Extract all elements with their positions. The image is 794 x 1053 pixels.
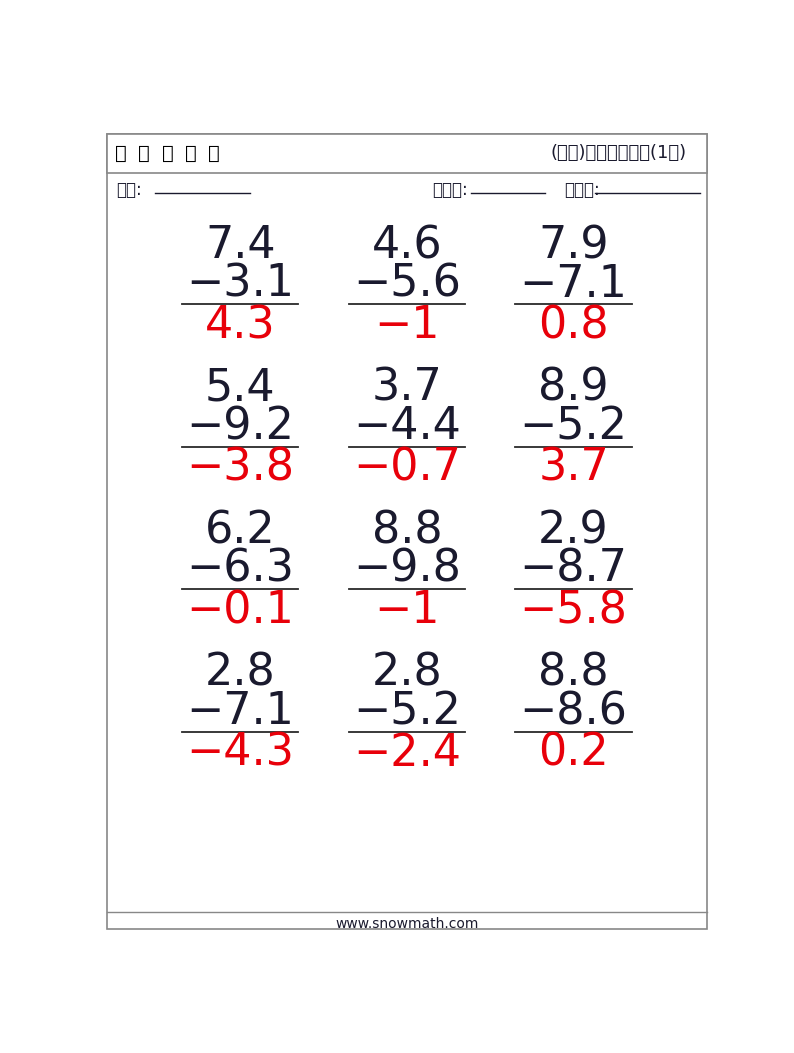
Text: −6.3: −6.3	[187, 548, 295, 591]
Text: 🐔: 🐔	[115, 144, 127, 163]
Text: 7.4: 7.4	[205, 224, 276, 267]
Text: −4.3: −4.3	[187, 732, 295, 775]
Text: 🚜: 🚜	[161, 144, 173, 163]
Text: −2.4: −2.4	[353, 732, 461, 775]
Text: 0.2: 0.2	[538, 732, 609, 775]
Text: −0.1: −0.1	[187, 590, 295, 632]
Text: −3.1: −3.1	[187, 262, 295, 305]
Text: 4.6: 4.6	[372, 224, 442, 267]
Text: www.snowmath.com: www.snowmath.com	[335, 917, 479, 931]
Text: −1: −1	[374, 590, 440, 632]
Text: 🍎: 🍎	[185, 144, 197, 163]
Text: 日にち:: 日にち:	[433, 181, 468, 199]
Text: −8.7: −8.7	[519, 548, 627, 591]
Text: 2.8: 2.8	[205, 652, 276, 695]
Text: 6.2: 6.2	[205, 509, 276, 552]
Text: 3.7: 3.7	[372, 366, 442, 410]
Text: −8.6: −8.6	[519, 690, 627, 733]
Text: 8.8: 8.8	[538, 652, 609, 695]
Text: 0.8: 0.8	[538, 304, 609, 347]
Text: 🔧: 🔧	[138, 144, 150, 163]
Text: −5.8: −5.8	[519, 590, 627, 632]
Text: 5.4: 5.4	[205, 366, 276, 410]
Text: −5.2: −5.2	[353, 690, 461, 733]
Text: (筆算)小数の引き算(1桁): (筆算)小数の引き算(1桁)	[550, 144, 687, 162]
Text: 2.8: 2.8	[372, 652, 442, 695]
Bar	[107, 134, 707, 173]
Text: −9.8: −9.8	[353, 548, 461, 591]
Text: −7.1: −7.1	[519, 262, 627, 305]
Text: 8.8: 8.8	[372, 509, 442, 552]
Text: 2.9: 2.9	[538, 509, 609, 552]
Text: −5.2: −5.2	[519, 405, 627, 449]
Text: −5.6: −5.6	[353, 262, 461, 305]
Text: −4.4: −4.4	[353, 405, 461, 449]
Text: 🐷: 🐷	[208, 144, 220, 163]
Text: 7.9: 7.9	[538, 224, 609, 267]
Text: 8.9: 8.9	[538, 366, 609, 410]
Text: 4.3: 4.3	[205, 304, 276, 347]
Text: スコア:: スコア:	[565, 181, 600, 199]
Text: −9.2: −9.2	[187, 405, 295, 449]
Text: 3.7: 3.7	[538, 446, 609, 490]
Text: −7.1: −7.1	[187, 690, 295, 733]
Text: −0.7: −0.7	[353, 446, 461, 490]
Text: −3.8: −3.8	[187, 446, 295, 490]
Text: 名前:: 名前:	[116, 181, 142, 199]
Text: −1: −1	[374, 304, 440, 347]
